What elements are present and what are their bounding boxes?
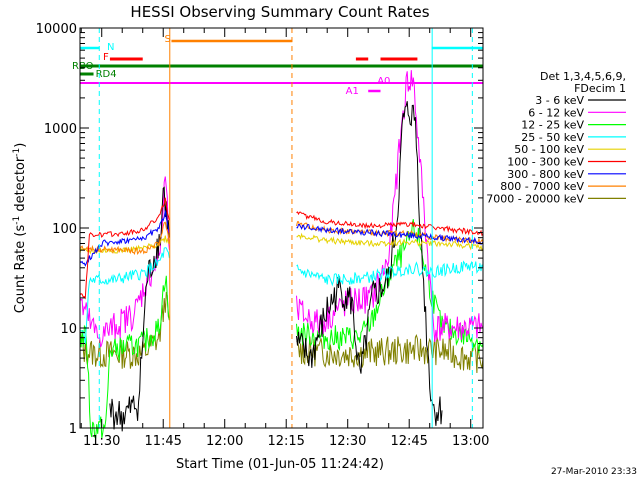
- series-12-25kev: [79, 275, 170, 439]
- legend-label-6-12-kev: 6 - 12 keV: [528, 106, 584, 119]
- x-tick-label: 12:00: [206, 434, 243, 449]
- chart-title: HESSI Observing Summary Count Rates: [130, 3, 429, 21]
- legend-label-25-50-kev: 25 - 50 keV: [521, 131, 584, 144]
- y-tick-label: 1000: [44, 122, 77, 137]
- legend-label-800-7000-kev: 800 - 7000 keV: [500, 180, 584, 193]
- flag-rd4-label: RD4: [96, 69, 117, 80]
- x-tick-label: 12:30: [329, 434, 366, 449]
- axes: 11:30 11:45 12:00 12:15 12:30 12:45 13:00 1 10 10…: [36, 22, 490, 449]
- flag-f-label: F: [103, 52, 109, 63]
- x-tick-label: 11:30: [83, 434, 120, 449]
- x-tick-label: 12:15: [267, 434, 304, 449]
- series-7000-20000kev: [296, 333, 484, 374]
- series-300-800kev: [79, 210, 170, 267]
- y-axis-label: Count Rate (s-1 detector-1): [12, 143, 28, 314]
- series-3-6kev: [296, 101, 443, 426]
- series-50-100kev: [296, 232, 484, 252]
- legend-label-300-800-kev: 300 - 800 keV: [507, 168, 584, 181]
- y-tick-label: 1: [69, 422, 77, 437]
- series-6-12kev: [296, 70, 484, 343]
- series-25-50kev: [79, 247, 170, 344]
- flag-a0-label: A0: [377, 76, 390, 87]
- series-100-300kev: [296, 211, 484, 237]
- legend-title-detectors: Det 1,3,4,5,6,9,: [540, 70, 626, 83]
- series-6-12kev: [79, 176, 170, 348]
- y-tick-label: 10: [60, 322, 77, 337]
- series-300-800kev: [296, 223, 484, 245]
- y-tick-label: 10000: [36, 22, 77, 37]
- x-tick-label: 13:00: [452, 434, 489, 449]
- legend-label-12-25-kev: 12 - 25 keV: [521, 119, 584, 132]
- series-800-7000kev: [79, 221, 170, 256]
- x-axis-label: Start Time (01-Jun-05 11:24:42): [176, 457, 384, 472]
- legend-label-3-6-kev: 3 - 6 keV: [535, 94, 584, 107]
- legend-title-decimation: FDecim 1: [574, 82, 626, 95]
- x-tick-label: 11:45: [144, 434, 181, 449]
- timestamp: 27-Mar-2010 23:33: [551, 467, 637, 477]
- legend-label-100-300-kev: 100 - 300 keV: [507, 156, 584, 169]
- y-tick-label: 100: [52, 222, 77, 237]
- series-25-50kev: [296, 260, 484, 287]
- flag-a1-label: A1: [346, 86, 359, 97]
- series-3-6kev: [109, 186, 170, 432]
- flag-s-label: S: [164, 34, 170, 45]
- x-tick-label: 12:45: [390, 434, 427, 449]
- flag-rbo-label: RBO: [72, 61, 94, 72]
- legend-label-50-100-kev: 50 - 100 keV: [514, 143, 584, 156]
- series-100-300kev: [79, 197, 170, 300]
- legend-label-7000-20000-kev: 7000 - 20000 keV: [486, 192, 584, 205]
- flag-n-label: N: [107, 42, 114, 53]
